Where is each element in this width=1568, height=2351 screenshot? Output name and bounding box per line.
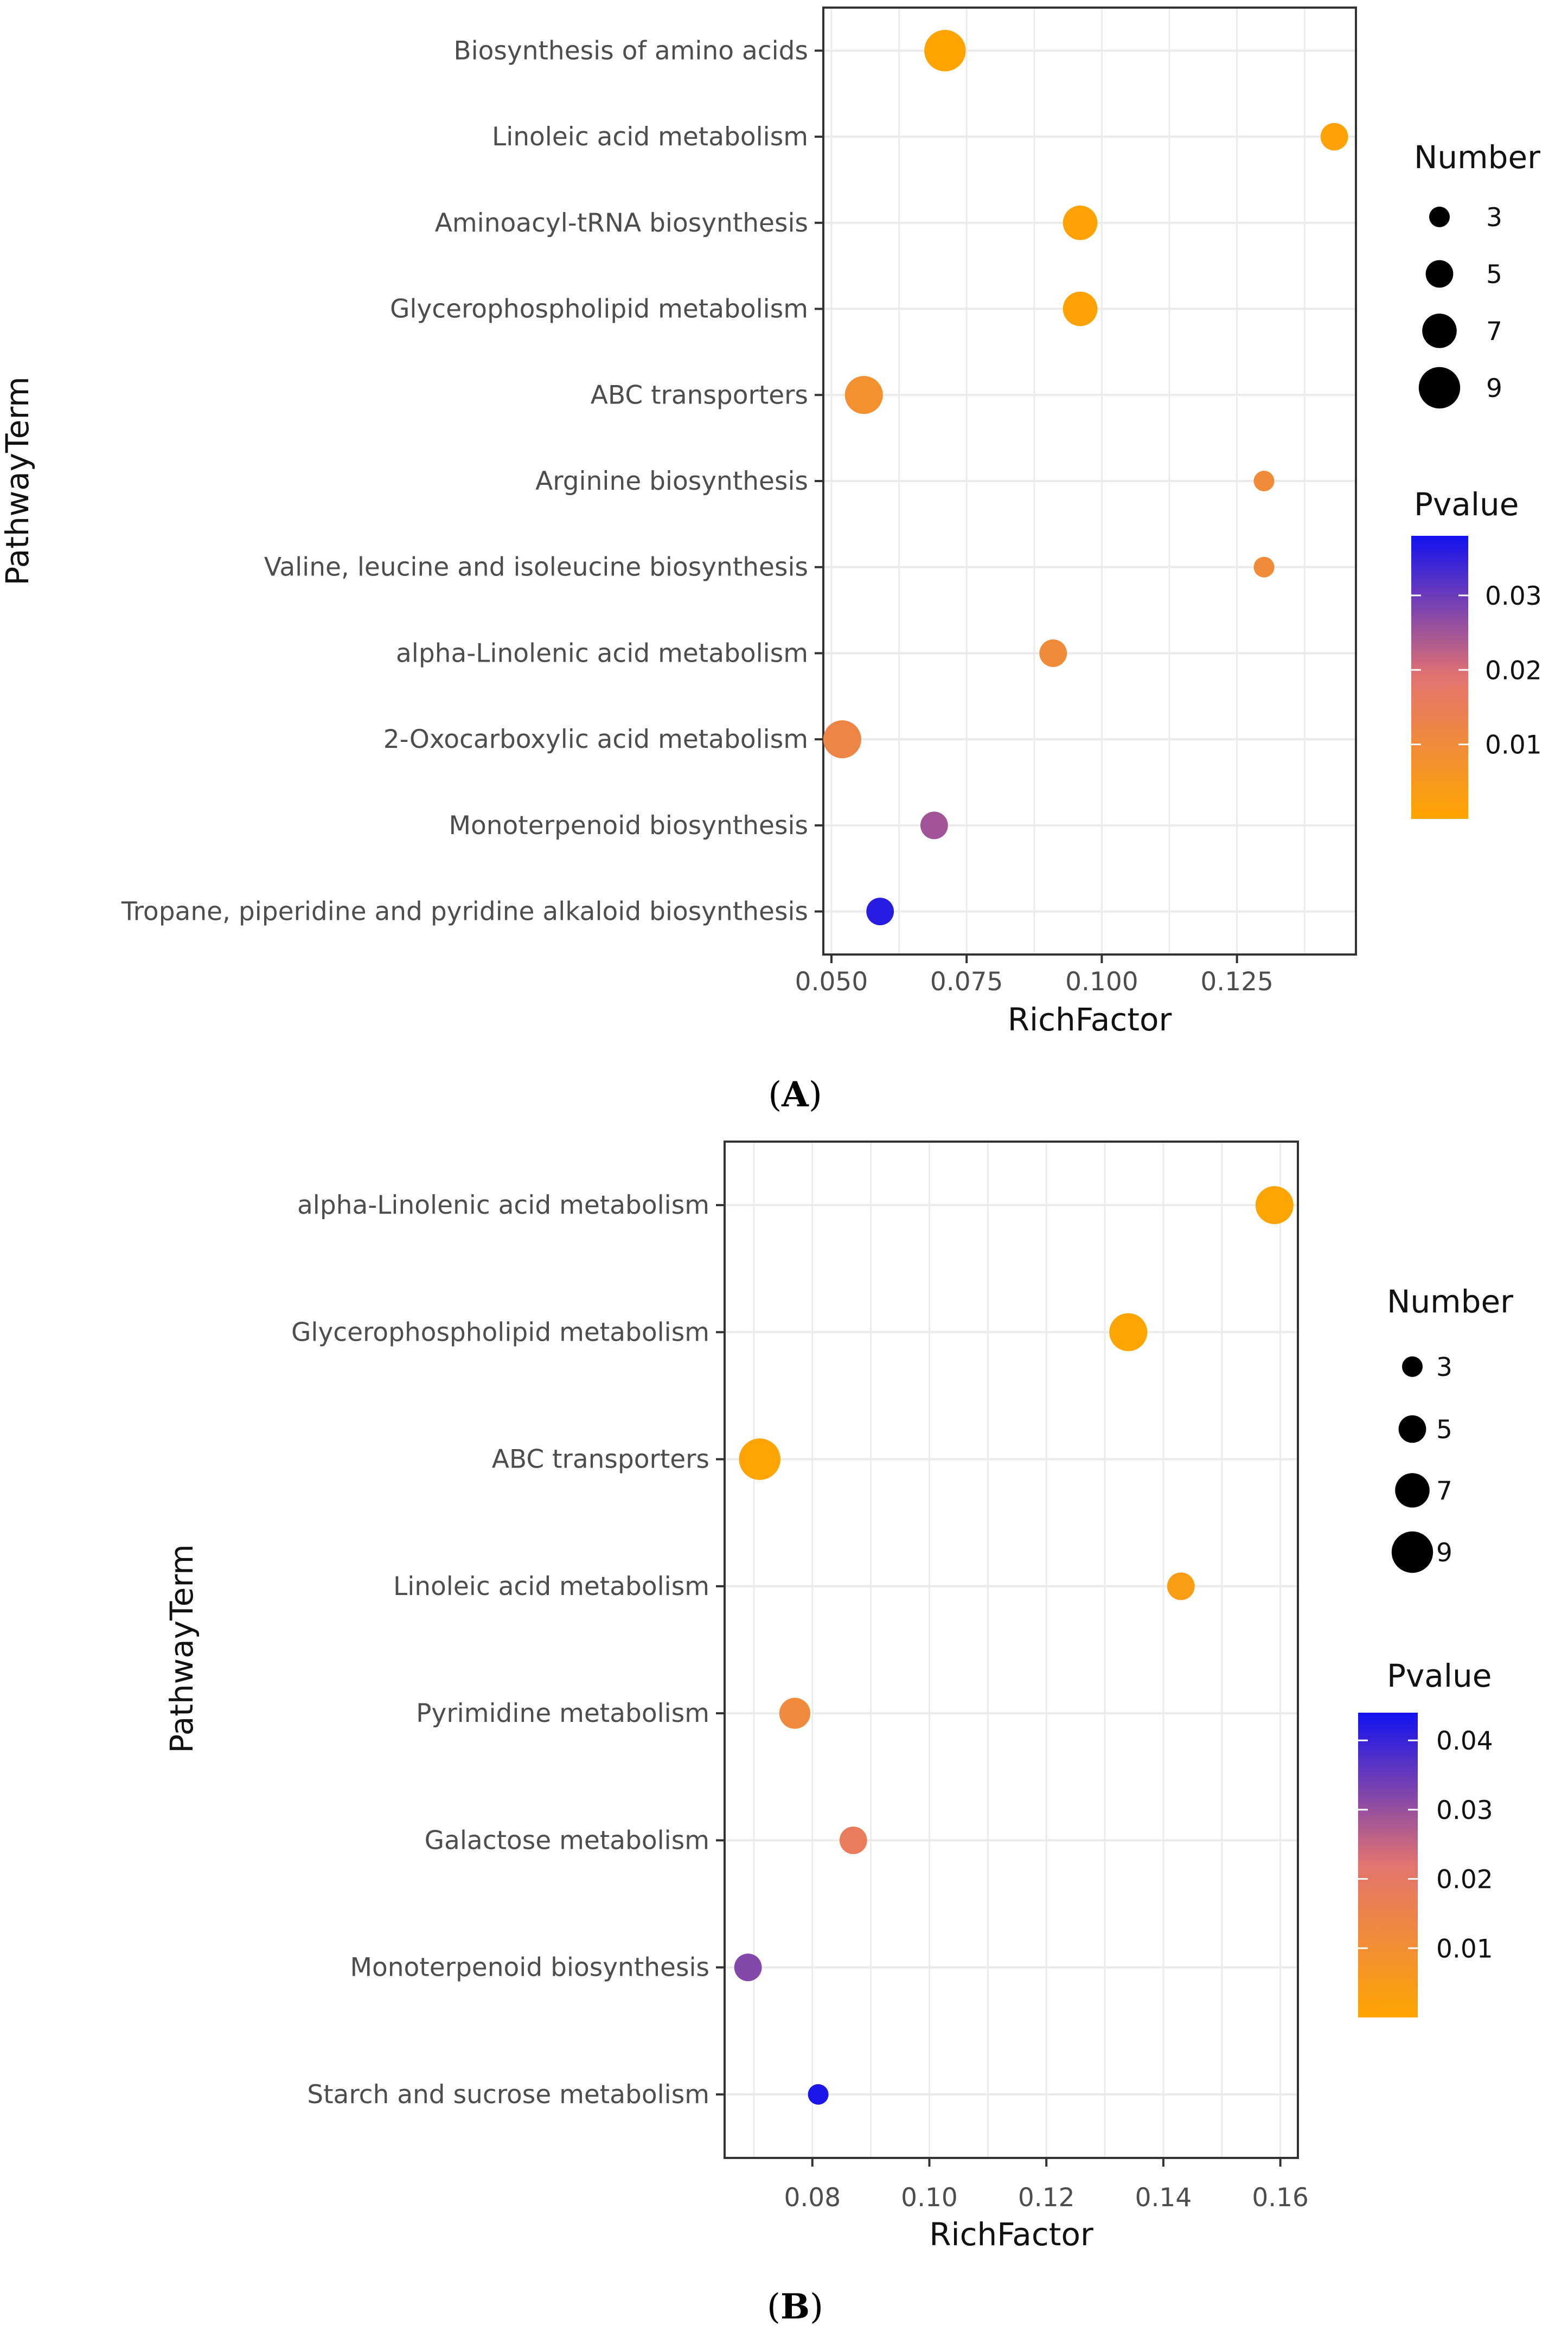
size-legend-dot	[1429, 207, 1450, 227]
y-tick-label: ABC transporters	[492, 1445, 709, 1475]
plot-area	[725, 1142, 1298, 2158]
y-tick-label: alpha-Linolenic acid metabolism	[396, 638, 808, 668]
color-legend-label: 0.02	[1436, 1865, 1493, 1895]
y-tick-label: alpha-Linolenic acid metabolism	[297, 1190, 709, 1220]
data-point	[1253, 471, 1275, 491]
data-point	[1109, 1313, 1148, 1351]
color-legend-title: Pvalue	[1387, 1657, 1492, 1694]
data-point	[866, 898, 894, 926]
size-legend-title: Number	[1387, 1283, 1513, 1320]
y-tick-label: Arginine biosynthesis	[535, 466, 808, 496]
x-tick-label: 0.125	[1200, 967, 1273, 997]
data-point	[1167, 1572, 1195, 1600]
size-legend-dot	[1391, 1531, 1433, 1573]
y-tick-label: Monoterpenoid biosynthesis	[350, 1953, 709, 1983]
y-tick-label: Aminoacyl-tRNA biosynthesis	[435, 208, 808, 238]
data-point	[739, 1438, 780, 1480]
panel-b: alpha-Linolenic acid metabolism Glyceroph…	[163, 1141, 1513, 2327]
y-tick-label: Tropane, piperidine and pyridine alkaloi…	[121, 897, 808, 927]
y-tick-label: Monoterpenoid biosynthesis	[449, 811, 808, 841]
color-legend-bar	[1358, 1713, 1418, 2017]
x-tick-label: 0.08	[784, 2183, 841, 2213]
data-point	[1039, 639, 1067, 667]
data-point	[844, 376, 883, 414]
x-axis-title: RichFactor	[929, 2216, 1093, 2253]
y-tick-label: Glycerophospholipid metabolism	[291, 1317, 709, 1347]
data-point	[1253, 556, 1275, 578]
size-legend-label: 3	[1436, 1353, 1452, 1382]
y-tick-label: ABC transporters	[591, 380, 808, 410]
y-axis-title: PathwayTerm	[163, 1544, 200, 1753]
x-axis-title: RichFactor	[1008, 1001, 1172, 1038]
size-legend-dot	[1402, 1356, 1423, 1377]
data-point	[1320, 123, 1348, 151]
x-tick-label: 0.050	[795, 967, 868, 997]
data-point	[1255, 1186, 1294, 1225]
size-legend-label: 9	[1486, 374, 1502, 403]
y-tick-label: Valine, leucine and isoleucine biosynthe…	[264, 553, 808, 582]
x-tick-label: 0.14	[1135, 2183, 1192, 2213]
y-tick-label: Galactose metabolism	[425, 1825, 709, 1855]
y-tick-label: Biosynthesis of amino acids	[453, 36, 808, 66]
y-tick-label: Linoleic acid metabolism	[492, 122, 808, 152]
size-legend-label: 9	[1436, 1538, 1452, 1568]
data-point	[924, 30, 966, 72]
y-tick-label: Linoleic acid metabolism	[393, 1572, 709, 1602]
y-tick-label: Starch and sucrose metabolism	[307, 2080, 709, 2110]
x-tick-label: 0.16	[1252, 2183, 1309, 2213]
data-point	[734, 1953, 762, 1982]
size-legend-dot	[1422, 313, 1457, 348]
data-point	[1063, 291, 1098, 326]
size-legend-dot	[1418, 367, 1461, 409]
panel-a: Biosynthesis of amino acids Linoleic acid…	[0, 7, 1542, 1115]
panel-label: (A)	[768, 1074, 822, 1115]
size-legend-dot	[1395, 1473, 1430, 1508]
plot-frame	[724, 1141, 1299, 2159]
panel-label: (B)	[767, 2286, 823, 2327]
y-tick-label: 2-Oxocarboxylic acid metabolism	[383, 725, 808, 754]
size-legend-title: Number	[1414, 139, 1540, 176]
data-point	[808, 2084, 829, 2105]
data-point	[1063, 206, 1098, 240]
size-legend-label: 5	[1486, 260, 1502, 290]
data-point	[839, 1826, 867, 1854]
y-tick-label: Glycerophospholipid metabolism	[390, 294, 808, 324]
size-legend-label: 5	[1436, 1415, 1452, 1445]
x-tick-label: 0.10	[901, 2183, 958, 2213]
color-legend-label: 0.02	[1485, 656, 1542, 686]
color-legend-title: Pvalue	[1414, 486, 1519, 523]
data-point	[823, 720, 861, 759]
color-legend-label: 0.04	[1436, 1726, 1493, 1756]
data-point	[779, 1697, 811, 1729]
size-legend-label: 3	[1486, 203, 1502, 233]
size-legend-dot	[1398, 1415, 1426, 1443]
size-legend-label: 7	[1486, 317, 1502, 347]
y-axis-title: PathwayTerm	[0, 376, 36, 585]
data-point	[920, 811, 948, 840]
color-legend-label: 0.03	[1436, 1796, 1493, 1825]
color-legend-label: 0.01	[1436, 1934, 1493, 1964]
color-legend-bar	[1411, 536, 1468, 819]
y-tick-label: Pyrimidine metabolism	[416, 1699, 709, 1728]
x-tick-label: 0.12	[1018, 2183, 1075, 2213]
x-tick-label: 0.100	[1065, 967, 1138, 997]
size-legend-label: 7	[1436, 1476, 1452, 1506]
x-tick-label: 0.075	[930, 967, 1003, 997]
color-legend-label: 0.03	[1485, 581, 1542, 611]
size-legend-dot	[1425, 260, 1454, 288]
color-legend-label: 0.01	[1485, 731, 1542, 760]
